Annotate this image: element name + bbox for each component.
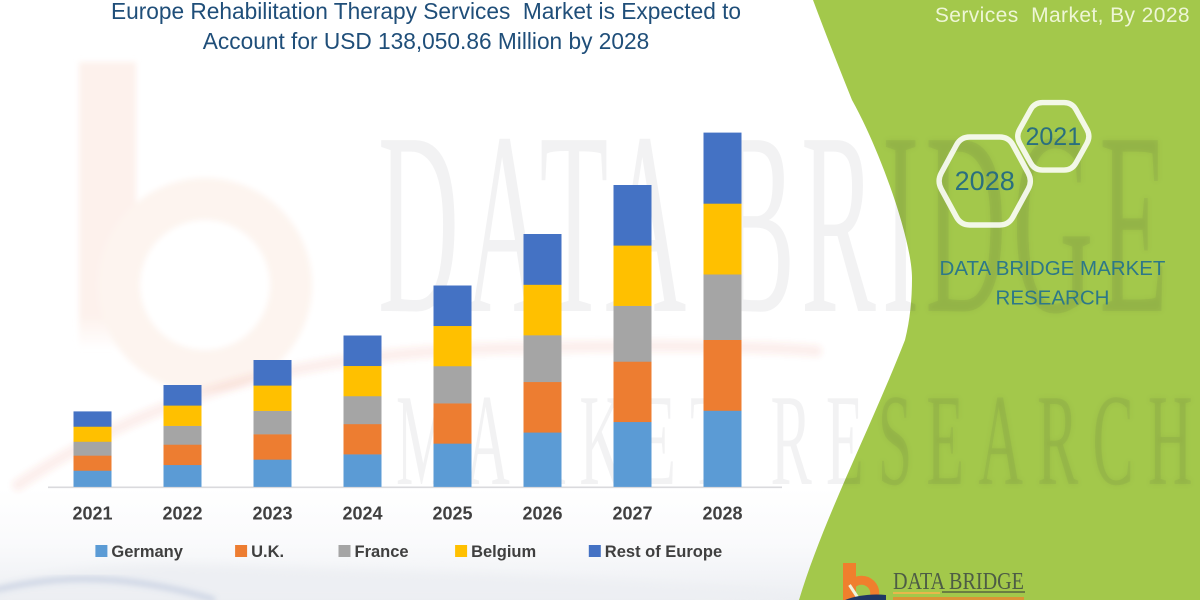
svg-text:2023: 2023	[252, 504, 292, 524]
svg-text:RESEARCH: RESEARCH	[996, 287, 1110, 310]
svg-text:2028: 2028	[702, 504, 742, 524]
svg-text:DATA BRIDGE: DATA BRIDGE	[378, 80, 1174, 368]
svg-text:2021: 2021	[1025, 123, 1081, 151]
svg-text:2024: 2024	[342, 504, 382, 524]
svg-text:2022: 2022	[162, 504, 202, 524]
svg-text:2028: 2028	[955, 166, 1015, 196]
svg-text:Belgium: Belgium	[471, 543, 536, 561]
svg-text:2025: 2025	[432, 504, 472, 524]
svg-text:Services Market, By 2028: Services Market, By 2028	[935, 4, 1190, 27]
svg-text:Germany: Germany	[111, 543, 183, 561]
svg-text:DATA BRIDGE MARKET: DATA BRIDGE MARKET	[940, 257, 1166, 280]
svg-text:DATA BRIDGE: DATA BRIDGE	[893, 569, 1024, 595]
svg-text:Rest of Europe: Rest of Europe	[605, 543, 722, 561]
svg-text:U.K.: U.K.	[251, 543, 284, 561]
svg-text:2027: 2027	[612, 504, 652, 524]
svg-text:France: France	[355, 543, 409, 561]
svg-text:2021: 2021	[72, 504, 112, 524]
svg-text:2026: 2026	[522, 504, 562, 524]
